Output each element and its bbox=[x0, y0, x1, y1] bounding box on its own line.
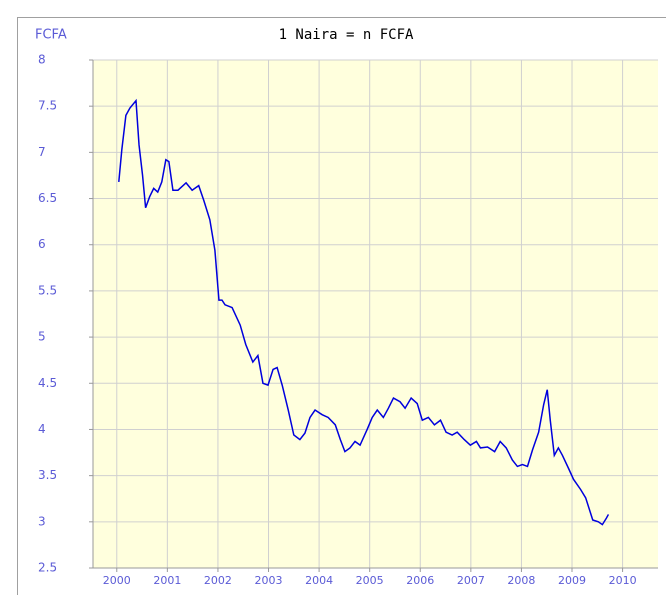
x-tick-label: 2001 bbox=[153, 574, 181, 587]
x-tick-label: 2005 bbox=[356, 574, 384, 587]
y-tick-label: 3 bbox=[38, 514, 46, 528]
y-tick-label: 5.5 bbox=[38, 283, 57, 297]
x-tick-label: 2006 bbox=[406, 574, 434, 587]
y-tick-label: 5 bbox=[38, 330, 46, 344]
y-tick-label: 8 bbox=[38, 53, 46, 67]
x-tick-label: 2003 bbox=[255, 574, 283, 587]
x-tick-label: 2010 bbox=[609, 574, 637, 587]
line-series bbox=[118, 98, 610, 526]
y-tick-label: 7 bbox=[38, 145, 46, 159]
y-axis-label: FCFA bbox=[35, 28, 67, 43]
plot-area bbox=[93, 60, 658, 568]
y-tick-label: 7.5 bbox=[38, 99, 57, 113]
y-tick-label: 2.5 bbox=[38, 561, 57, 575]
x-tick-label: 2009 bbox=[558, 574, 586, 587]
x-tick-label: 2004 bbox=[305, 574, 333, 587]
x-tick-label: 2000 bbox=[103, 574, 131, 587]
y-tick-label: 4.5 bbox=[38, 376, 57, 390]
y-tick-label: 6 bbox=[38, 237, 46, 251]
chart-title: 1 Naira = n FCFA bbox=[279, 27, 414, 43]
y-tick-label: 4 bbox=[38, 422, 46, 436]
x-tick-label: 2002 bbox=[204, 574, 232, 587]
y-tick-label: 6.5 bbox=[38, 191, 57, 205]
x-tick-label: 2007 bbox=[457, 574, 485, 587]
x-tick-label: 2008 bbox=[507, 574, 535, 587]
y-tick-label: 3.5 bbox=[38, 468, 57, 482]
